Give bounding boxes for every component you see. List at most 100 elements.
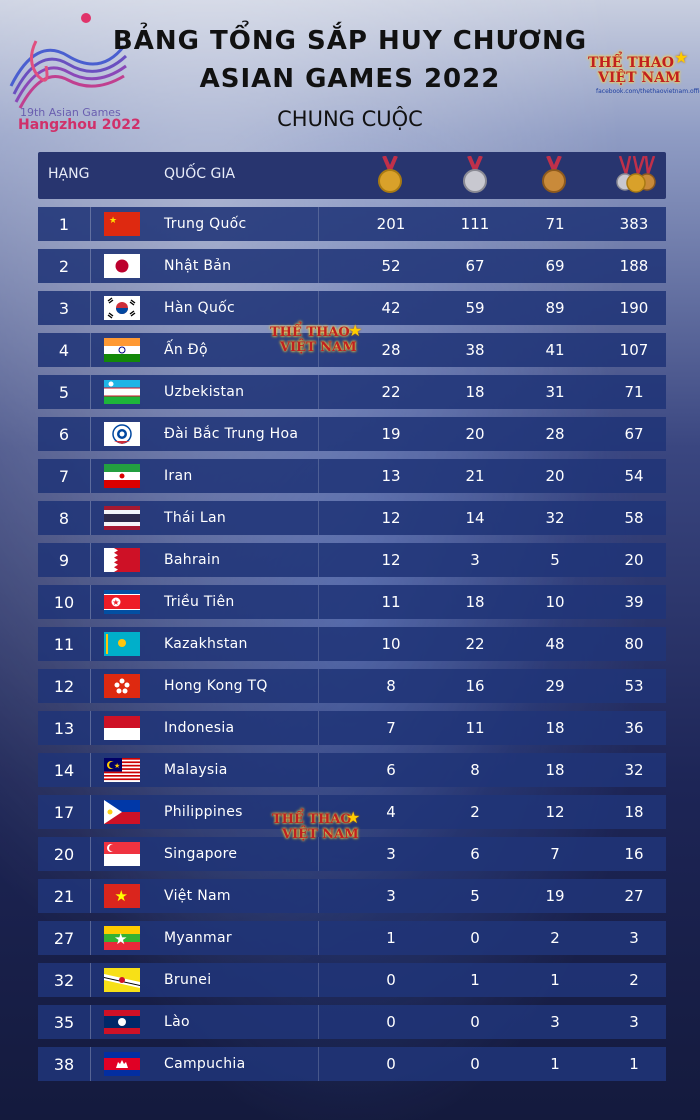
table-row: 2 Nhật Bản 52 67 69 188 xyxy=(38,249,666,283)
indonesia-flag-icon xyxy=(104,716,140,740)
rank-cell: 32 xyxy=(53,971,75,990)
total-count-cell: 2 xyxy=(629,971,639,989)
divider xyxy=(318,291,319,325)
bronze-count-cell: 29 xyxy=(545,677,565,695)
table-row: 14 ★ Malaysia 6 8 18 32 xyxy=(38,753,666,787)
total-count-cell: 71 xyxy=(624,383,644,401)
bronze-count-cell: 89 xyxy=(545,299,565,317)
divider xyxy=(90,291,91,325)
gold-count-cell: 10 xyxy=(381,635,401,653)
page-title-line2: ASIAN GAMES 2022 xyxy=(199,64,501,94)
thailand-flag-icon xyxy=(104,506,140,530)
divider xyxy=(90,249,91,283)
gold-count-cell: 52 xyxy=(381,257,401,275)
gold-count-cell: 0 xyxy=(386,1013,396,1031)
total-count-cell: 18 xyxy=(624,803,644,821)
divider xyxy=(318,543,319,577)
gold-count-cell: 13 xyxy=(381,467,401,485)
gold-count-cell: 3 xyxy=(386,845,396,863)
rank-cell: 8 xyxy=(58,509,70,528)
gold-count-cell: 4 xyxy=(386,803,396,821)
rank-cell: 14 xyxy=(53,761,75,780)
table-row: 35 Lào 0 0 3 3 xyxy=(38,1005,666,1039)
bronze-count-cell: 20 xyxy=(545,467,565,485)
watermark-line1: THỂ THAO xyxy=(270,325,350,340)
gold-count-cell: 42 xyxy=(381,299,401,317)
table-row: 12 Hong Kong TQ 8 16 29 53 xyxy=(38,669,666,703)
silver-count-cell: 16 xyxy=(465,677,485,695)
silver-count-cell: 1 xyxy=(470,971,480,989)
country-cell: Campuchia xyxy=(164,1056,246,1072)
country-cell: Bahrain xyxy=(164,552,221,568)
table-row: 32 Brunei 0 1 1 2 xyxy=(38,963,666,997)
divider xyxy=(318,249,319,283)
page-subtitle: CHUNG CUỘC xyxy=(277,107,423,131)
country-cell: Nhật Bản xyxy=(164,258,232,274)
silver-count-cell: 18 xyxy=(465,593,485,611)
silver-count-cell: 18 xyxy=(465,383,485,401)
country-cell: Iran xyxy=(164,468,193,484)
logo-city: Hangzhou 2022 xyxy=(18,117,141,133)
watermark-line2: VIỆT NAM xyxy=(280,340,357,355)
divider xyxy=(90,627,91,661)
divider xyxy=(90,585,91,619)
gold-count-cell: 1 xyxy=(386,929,396,947)
watermark-line1: THỂ THAO xyxy=(272,812,352,827)
laos-flag-icon xyxy=(104,1010,140,1034)
divider xyxy=(90,333,91,367)
logo-caption: 19th Asian Games xyxy=(20,106,121,119)
rank-cell: 12 xyxy=(53,677,75,696)
star-icon: ★ xyxy=(674,48,689,67)
page-title-line1: BẢNG TỔNG SẮP HUY CHƯƠNG xyxy=(112,26,588,56)
rank-cell: 21 xyxy=(53,887,75,906)
watermark-overlay: THỂ THAO VIỆT NAM ★ xyxy=(270,321,370,355)
total-count-cell: 16 xyxy=(624,845,644,863)
rank-cell: 17 xyxy=(53,803,75,822)
total-count-cell: 107 xyxy=(619,341,649,359)
divider xyxy=(90,837,91,871)
divider xyxy=(90,795,91,829)
gold-count-cell: 28 xyxy=(381,341,401,359)
silver-count-cell: 0 xyxy=(470,1055,480,1073)
country-cell: Indonesia xyxy=(164,720,235,736)
silver-count-cell: 67 xyxy=(465,257,485,275)
country-cell: Hàn Quốc xyxy=(164,300,235,316)
divider xyxy=(318,585,319,619)
brand-line2: VIỆT NAM xyxy=(598,70,681,86)
rank-cell: 4 xyxy=(58,341,70,360)
silver-count-cell: 14 xyxy=(465,509,485,527)
total-count-cell: 39 xyxy=(624,593,644,611)
gold-count-cell: 7 xyxy=(386,719,396,737)
silver-count-cell: 6 xyxy=(470,845,480,863)
total-count-cell: 27 xyxy=(624,887,644,905)
header: 19th Asian Games Hangzhou 2022 BẢNG TỔNG… xyxy=(0,0,700,150)
silver-count-cell: 38 xyxy=(465,341,485,359)
rank-cell: 10 xyxy=(53,593,75,612)
total-count-cell: 3 xyxy=(629,1013,639,1031)
bronze-count-cell: 18 xyxy=(545,761,565,779)
brand-line1: THỂ THAO xyxy=(588,55,674,71)
rank-cell: 38 xyxy=(53,1055,75,1074)
table-row: 5 Uzbekistan 22 18 31 71 xyxy=(38,375,666,409)
silver-count-cell: 8 xyxy=(470,761,480,779)
country-cell: Hong Kong TQ xyxy=(164,678,268,694)
bronze-count-cell: 12 xyxy=(545,803,565,821)
table-row: 7 Iran 13 21 20 54 xyxy=(38,459,666,493)
country-cell: Đài Bắc Trung Hoa xyxy=(164,426,299,442)
divider xyxy=(318,417,319,451)
gold-count-cell: 8 xyxy=(386,677,396,695)
rank-cell: 7 xyxy=(58,467,70,486)
silver-medal-icon xyxy=(463,156,487,193)
silver-count-cell: 3 xyxy=(470,551,480,569)
divider xyxy=(318,333,319,367)
table-row: 11 Kazakhstan 10 22 48 80 xyxy=(38,627,666,661)
malaysia-flag-icon: ★ xyxy=(104,758,140,782)
table-body: 1 ★ Trung Quốc 201 111 71 383 2 Nhật Bản 52 67 69 18… xyxy=(38,207,666,1081)
divider xyxy=(318,879,319,913)
gold-count-cell: 0 xyxy=(386,971,396,989)
divider xyxy=(318,669,319,703)
gold-count-cell: 3 xyxy=(386,887,396,905)
silver-count-cell: 21 xyxy=(465,467,485,485)
gold-count-cell: 201 xyxy=(376,215,406,233)
country-cell: Uzbekistan xyxy=(164,384,245,400)
